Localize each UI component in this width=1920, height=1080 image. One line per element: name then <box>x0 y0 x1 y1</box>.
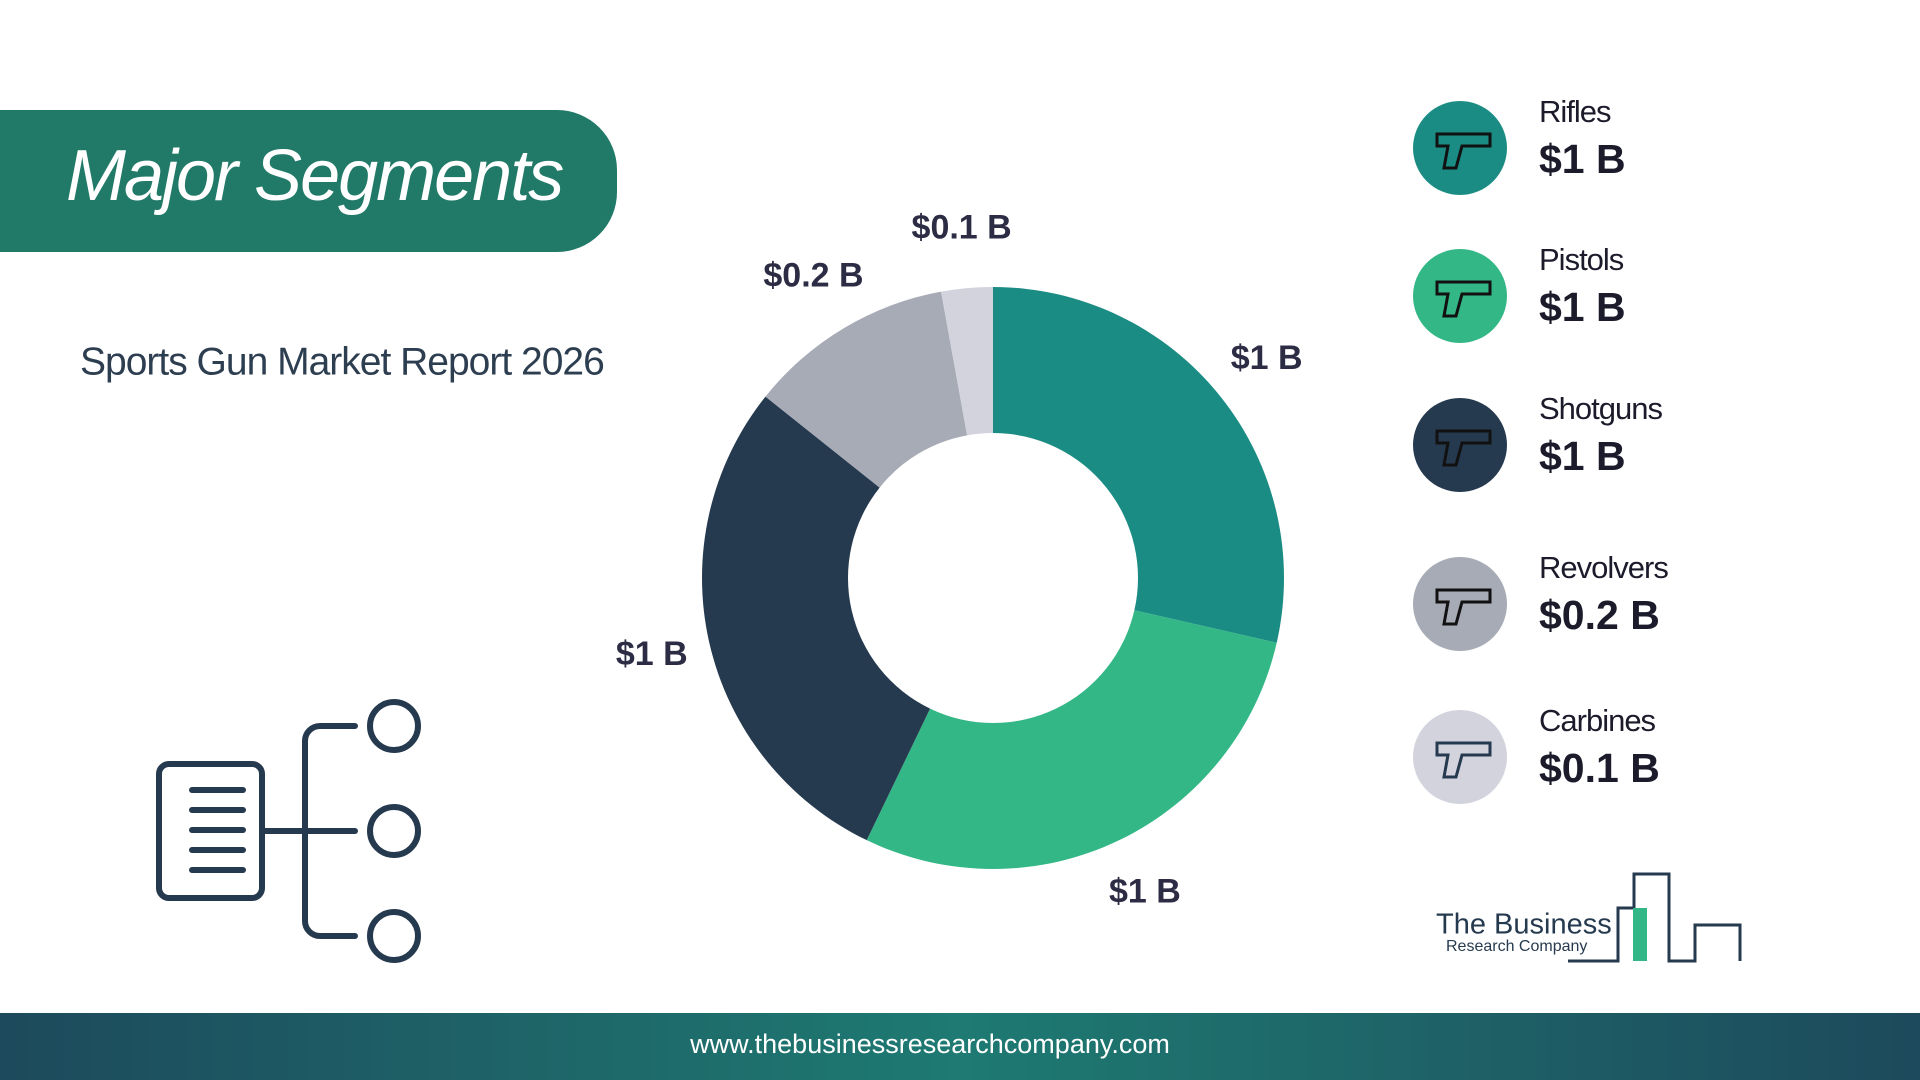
data-label: $0.2 B <box>763 257 863 295</box>
donut-slice <box>765 291 968 488</box>
legend-name: Rifles <box>1539 94 1611 129</box>
legend-name: Revolvers <box>1539 550 1668 585</box>
legend-value: $1 B <box>1539 136 1626 182</box>
logo-line2: Research Company <box>1446 938 1587 955</box>
legend-value: $1 B <box>1539 284 1626 330</box>
legend-name: Shotguns <box>1539 391 1662 426</box>
title: Major Segments <box>66 136 563 216</box>
legend-icon <box>1435 280 1492 318</box>
legend-icon <box>1435 132 1492 170</box>
subtitle: Sports Gun Market Report 2026 <box>80 340 604 383</box>
donut-slice <box>701 396 931 841</box>
data-label: $1 B <box>616 635 688 673</box>
logo-line1: The Business <box>1436 909 1612 941</box>
legend-value: $1 B <box>1539 433 1626 479</box>
footer <box>0 1013 1920 1080</box>
title-banner <box>0 110 617 252</box>
data-label: $1 B <box>1231 339 1303 377</box>
legend-value: $0.2 B <box>1539 592 1660 638</box>
logo: The Business Research Company <box>1436 872 1742 963</box>
legend-icon <box>1435 741 1492 779</box>
legend-icon <box>1435 588 1492 626</box>
donut-slice <box>941 287 993 436</box>
segments-icon <box>156 699 421 963</box>
donut-slice <box>866 610 1277 869</box>
legend-icon <box>1435 429 1492 467</box>
legend-value: $0.1 B <box>1539 745 1660 791</box>
footer-url: www.thebusinessresearchcompany.com <box>689 1029 1170 1059</box>
data-label: $0.1 B <box>912 208 1012 246</box>
donut-slice <box>993 287 1284 643</box>
data-label: $1 B <box>1109 872 1181 910</box>
legend-name: Carbines <box>1539 703 1656 738</box>
legend-name: Pistols <box>1539 242 1624 277</box>
